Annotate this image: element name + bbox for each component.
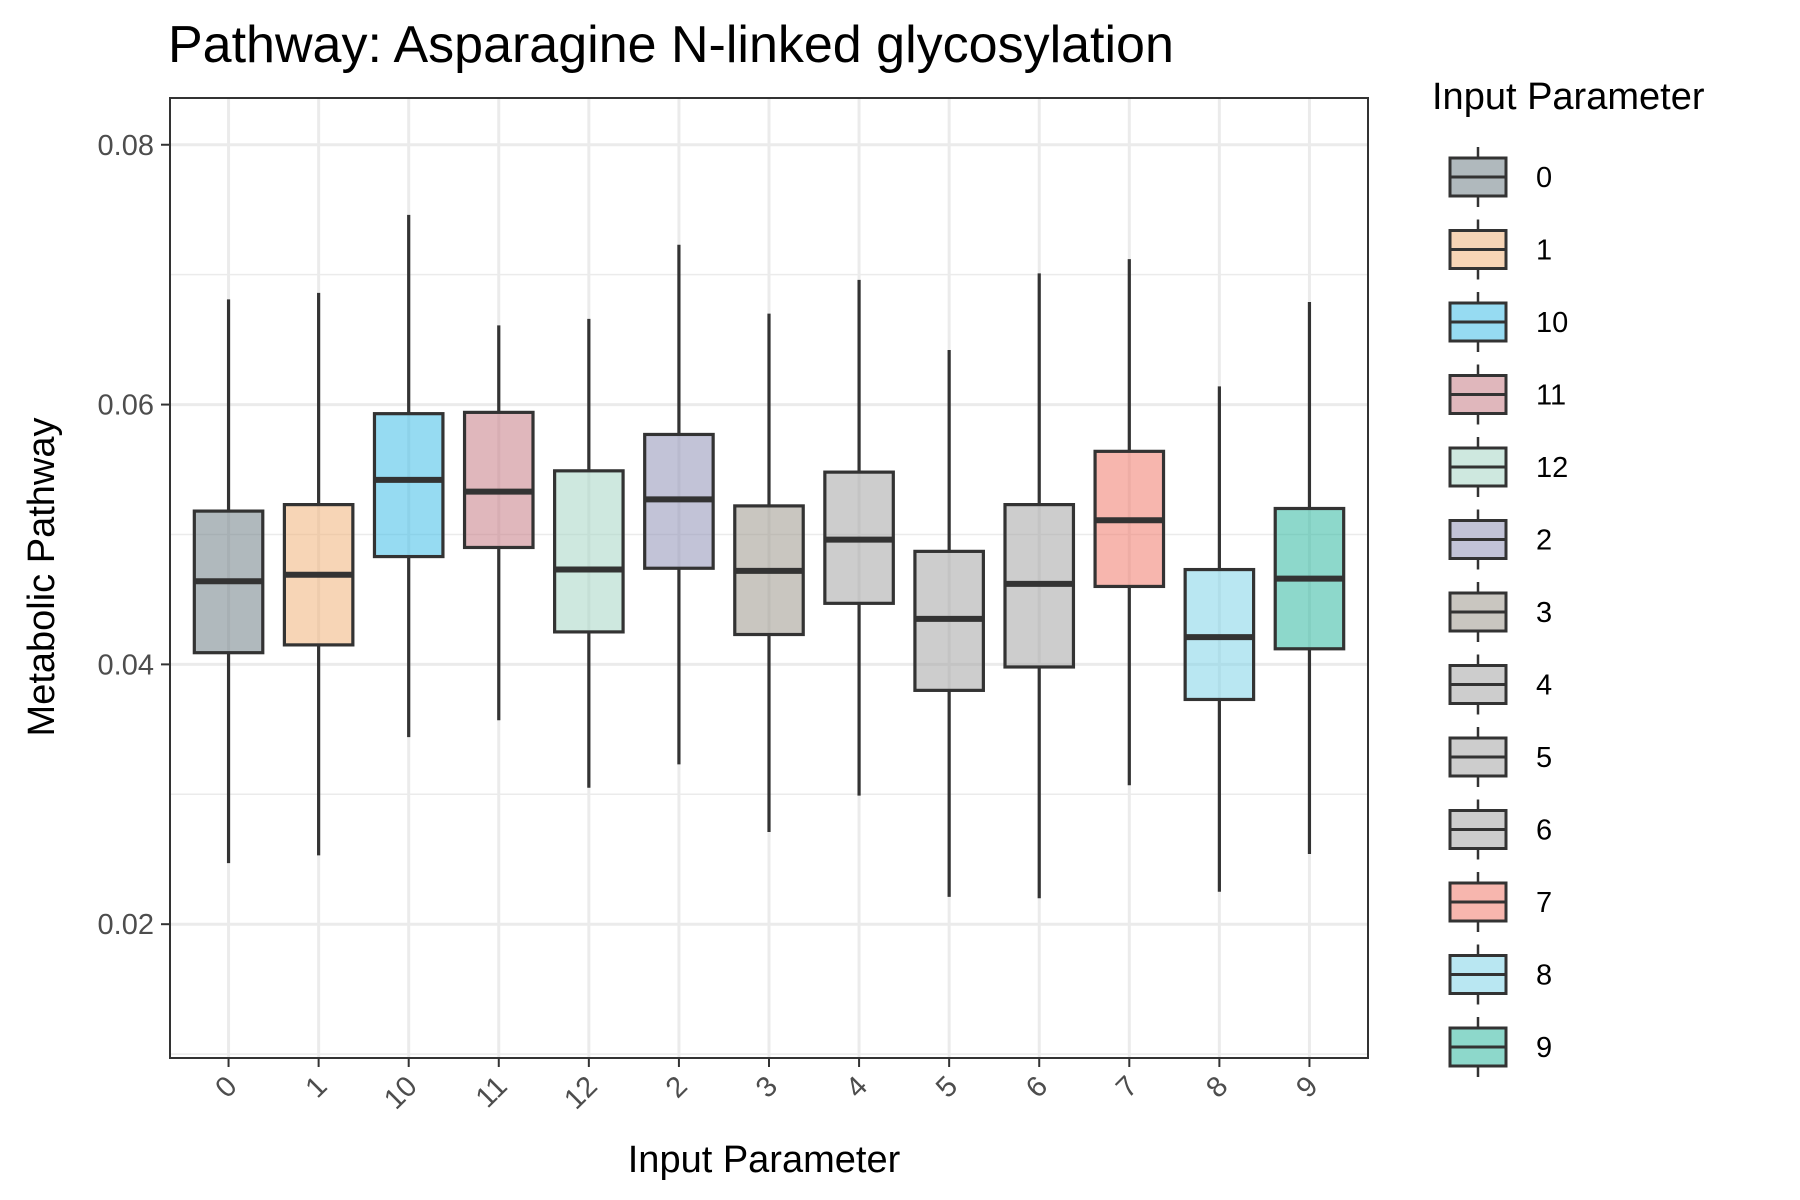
iqr-box bbox=[462, 410, 535, 550]
iqr-box bbox=[372, 412, 445, 559]
x-tick-label: 5 bbox=[930, 1070, 964, 1104]
legend-label: 7 bbox=[1536, 887, 1552, 919]
legend-item-6: 6 bbox=[1448, 799, 1552, 860]
box-8 bbox=[1183, 386, 1256, 892]
x-tick-label: 6 bbox=[1020, 1070, 1054, 1104]
legend-item-3: 3 bbox=[1448, 582, 1552, 642]
legend-item-7: 7 bbox=[1448, 872, 1552, 932]
box-7 bbox=[1093, 259, 1166, 786]
iqr-box bbox=[553, 469, 625, 634]
box-11 bbox=[462, 325, 535, 721]
x-tick-label: 7 bbox=[1110, 1070, 1144, 1104]
legend-item-2: 2 bbox=[1448, 509, 1552, 570]
legend-label: 6 bbox=[1536, 815, 1552, 847]
legend-label: 1 bbox=[1536, 235, 1552, 267]
legend-label: 5 bbox=[1536, 742, 1552, 774]
legend-item-1: 1 bbox=[1448, 219, 1552, 280]
y-tick-label: 0.08 bbox=[98, 130, 154, 162]
legend-item-4: 4 bbox=[1448, 654, 1552, 715]
box-4 bbox=[823, 279, 895, 796]
x-tick-label: 3 bbox=[750, 1070, 784, 1104]
box-12 bbox=[553, 318, 625, 788]
y-tick-label: 0.04 bbox=[98, 649, 154, 681]
legend-label: 2 bbox=[1536, 525, 1552, 557]
legend-item-9: 9 bbox=[1448, 1017, 1552, 1077]
x-tick-label: 1 bbox=[300, 1070, 334, 1104]
chart-title: Pathway: Asparagine N-linked glycosylati… bbox=[168, 16, 1174, 74]
box-9 bbox=[1273, 301, 1346, 855]
y-tick-label: 0.06 bbox=[98, 390, 154, 422]
legend-item-11: 11 bbox=[1448, 364, 1566, 425]
x-tick-label: 0 bbox=[209, 1070, 243, 1104]
legend-label: 11 bbox=[1536, 380, 1566, 412]
x-tick-label: 4 bbox=[840, 1070, 874, 1104]
box-6 bbox=[1003, 273, 1076, 899]
x-tick-label: 9 bbox=[1290, 1070, 1324, 1104]
legend-label: 0 bbox=[1536, 162, 1552, 194]
box-series bbox=[192, 214, 1346, 899]
legend-item-0: 0 bbox=[1448, 147, 1552, 207]
x-tick-label: 2 bbox=[660, 1070, 694, 1104]
legend-label: 9 bbox=[1536, 1032, 1552, 1064]
box-3 bbox=[733, 313, 805, 832]
box-1 bbox=[282, 292, 355, 856]
legend-label: 4 bbox=[1536, 670, 1552, 702]
legend: 0 1 10 11 12 2 3 4 5 6 7 8 9 bbox=[1448, 147, 1568, 1077]
x-axis-title: Input Parameter bbox=[628, 1139, 901, 1181]
box-0 bbox=[192, 299, 265, 864]
legend-item-5: 5 bbox=[1448, 727, 1552, 787]
x-tick-label: 8 bbox=[1200, 1070, 1234, 1104]
legend-item-12: 12 bbox=[1448, 437, 1568, 497]
legend-item-8: 8 bbox=[1448, 944, 1552, 1005]
x-tick-label: 10 bbox=[378, 1070, 423, 1115]
box-5 bbox=[913, 350, 985, 897]
y-axis-title: Metabolic Pathway bbox=[21, 418, 63, 737]
y-tick-label: 0.02 bbox=[98, 909, 154, 941]
legend-title: Input Parameter bbox=[1432, 76, 1705, 118]
legend-label: 10 bbox=[1536, 307, 1568, 339]
legend-item-10: 10 bbox=[1448, 292, 1568, 352]
legend-label: 3 bbox=[1536, 597, 1552, 629]
x-tick-label: 11 bbox=[470, 1070, 514, 1114]
box-10 bbox=[372, 214, 445, 738]
legend-label: 8 bbox=[1536, 960, 1552, 992]
legend-label: 12 bbox=[1536, 452, 1568, 484]
box-2 bbox=[643, 244, 715, 765]
x-tick-label: 12 bbox=[558, 1070, 603, 1115]
